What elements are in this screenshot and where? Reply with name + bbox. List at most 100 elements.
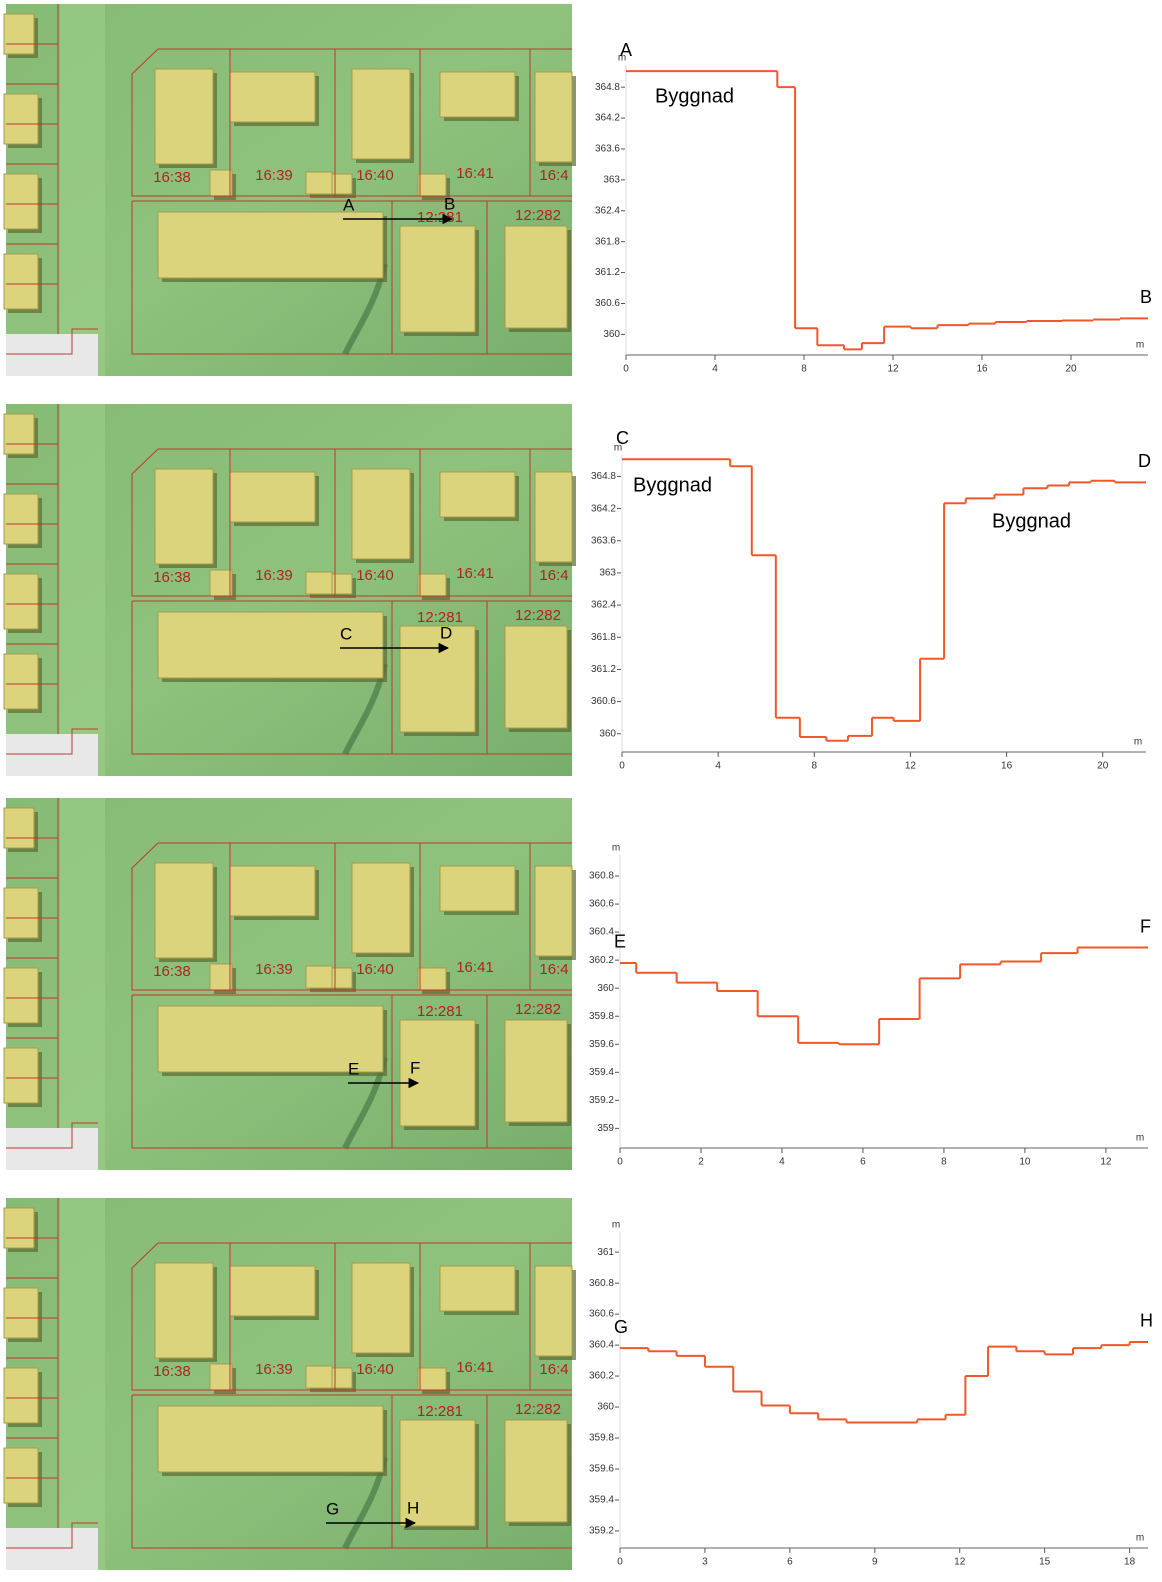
page: 16:3816:3916:4016:4116:412:28112:282AB16… bbox=[0, 0, 1162, 1582]
x-tick-label: 18 bbox=[1124, 1557, 1136, 1568]
building bbox=[440, 472, 515, 517]
y-tick-label: 359.2 bbox=[589, 1095, 614, 1106]
x-tick-label: 0 bbox=[617, 1157, 623, 1168]
building bbox=[158, 612, 383, 678]
y-tick-label: 360.6 bbox=[591, 696, 616, 707]
building bbox=[418, 968, 446, 990]
building bbox=[4, 94, 38, 144]
y-tick-label: 360.4 bbox=[589, 1340, 614, 1351]
building bbox=[4, 574, 38, 629]
building bbox=[4, 888, 38, 938]
building bbox=[155, 863, 213, 958]
y-tick-label: 360 bbox=[599, 728, 616, 739]
x-tick-label: 0 bbox=[619, 761, 625, 772]
lot-label: 16:39 bbox=[255, 167, 293, 184]
building bbox=[155, 1263, 213, 1358]
x-tick-label: 8 bbox=[941, 1157, 947, 1168]
lot-label: 16:38 bbox=[153, 569, 191, 586]
lot-label: 12:282 bbox=[515, 607, 561, 624]
building bbox=[400, 226, 475, 332]
building bbox=[4, 494, 38, 544]
lot-label: 16:4 bbox=[539, 1361, 568, 1378]
lot-label: 16:39 bbox=[255, 1361, 293, 1378]
y-tick-label: 360.6 bbox=[589, 1309, 614, 1320]
lot-label: 12:281 bbox=[417, 1003, 463, 1020]
building bbox=[418, 174, 446, 196]
building bbox=[4, 254, 38, 309]
profile-end-label: B bbox=[1140, 287, 1152, 307]
x-tick-label: 15 bbox=[1039, 1557, 1051, 1568]
lot-label: 12:281 bbox=[417, 209, 463, 226]
building bbox=[440, 72, 515, 117]
y-tick-label: 363.6 bbox=[591, 535, 616, 546]
arrow-start-label: E bbox=[348, 1059, 359, 1078]
y-tick-label: 361 bbox=[597, 1247, 614, 1258]
x-tick-label: 6 bbox=[860, 1157, 866, 1168]
building bbox=[352, 69, 410, 159]
building bbox=[230, 472, 315, 522]
y-tick-label: 361.8 bbox=[591, 632, 616, 643]
y-tick-label: 363 bbox=[599, 568, 616, 579]
lot-label: 16:41 bbox=[456, 1359, 494, 1376]
y-tick-label: 360.6 bbox=[595, 298, 620, 309]
y-tick-label: 359 bbox=[597, 1123, 614, 1134]
building bbox=[4, 1288, 38, 1338]
y-tick-label: 361.2 bbox=[591, 664, 616, 675]
lot-label: 12:282 bbox=[515, 207, 561, 224]
building bbox=[418, 1368, 446, 1390]
y-tick-label: 359.8 bbox=[589, 1011, 614, 1022]
building bbox=[306, 172, 332, 194]
lot-label: 12:282 bbox=[515, 1001, 561, 1018]
lot-label: 16:40 bbox=[356, 567, 394, 584]
y-tick-label: 360.2 bbox=[589, 955, 614, 966]
y-tick-label: 362.4 bbox=[591, 600, 616, 611]
x-tick-label: 0 bbox=[623, 364, 629, 375]
arrow-start-label: G bbox=[326, 1499, 339, 1518]
profile-end-label: D bbox=[1138, 451, 1151, 471]
building bbox=[4, 968, 38, 1023]
road bbox=[60, 4, 105, 376]
building bbox=[418, 574, 446, 596]
building bbox=[505, 226, 567, 328]
y-tick-label: 359.6 bbox=[589, 1039, 614, 1050]
building bbox=[535, 866, 572, 956]
lot-label: 16:4 bbox=[539, 961, 568, 978]
building bbox=[505, 1420, 567, 1522]
y-tick-label: 359.4 bbox=[589, 1495, 614, 1506]
y-tick-label: 360.6 bbox=[589, 899, 614, 910]
y-tick-label: 359.2 bbox=[589, 1526, 614, 1537]
profile-start-label: A bbox=[620, 40, 632, 60]
road bbox=[60, 798, 105, 1170]
arrow-end-label: F bbox=[410, 1058, 420, 1077]
x-unit: m bbox=[1134, 737, 1142, 748]
building bbox=[210, 570, 232, 596]
x-tick-label: 4 bbox=[712, 364, 718, 375]
y-tick-label: 360 bbox=[597, 983, 614, 994]
lot-label: 16:41 bbox=[456, 565, 494, 582]
x-tick-label: 9 bbox=[872, 1557, 878, 1568]
y-tick-label: 364.8 bbox=[591, 471, 616, 482]
map: 16:3816:3916:4016:4116:412:28112:282CD bbox=[4, 404, 576, 776]
building bbox=[210, 170, 232, 196]
x-tick-label: 4 bbox=[715, 761, 721, 772]
lot-label: 16:40 bbox=[356, 1361, 394, 1378]
building bbox=[535, 72, 572, 162]
y-tick-label: 364.2 bbox=[591, 503, 616, 514]
building bbox=[210, 1364, 232, 1390]
y-tick-label: 362.4 bbox=[595, 205, 620, 216]
x-tick-label: 12 bbox=[887, 364, 899, 375]
x-tick-label: 3 bbox=[702, 1557, 708, 1568]
lot-label: 16:41 bbox=[456, 165, 494, 182]
lot-label: 12:282 bbox=[515, 1401, 561, 1418]
building bbox=[535, 1266, 572, 1356]
building bbox=[155, 69, 213, 164]
x-tick-label: 0 bbox=[617, 1557, 623, 1568]
paved-area bbox=[6, 1528, 98, 1570]
building bbox=[352, 863, 410, 953]
building bbox=[158, 1406, 383, 1472]
building bbox=[352, 469, 410, 559]
y-unit: m bbox=[612, 843, 620, 854]
